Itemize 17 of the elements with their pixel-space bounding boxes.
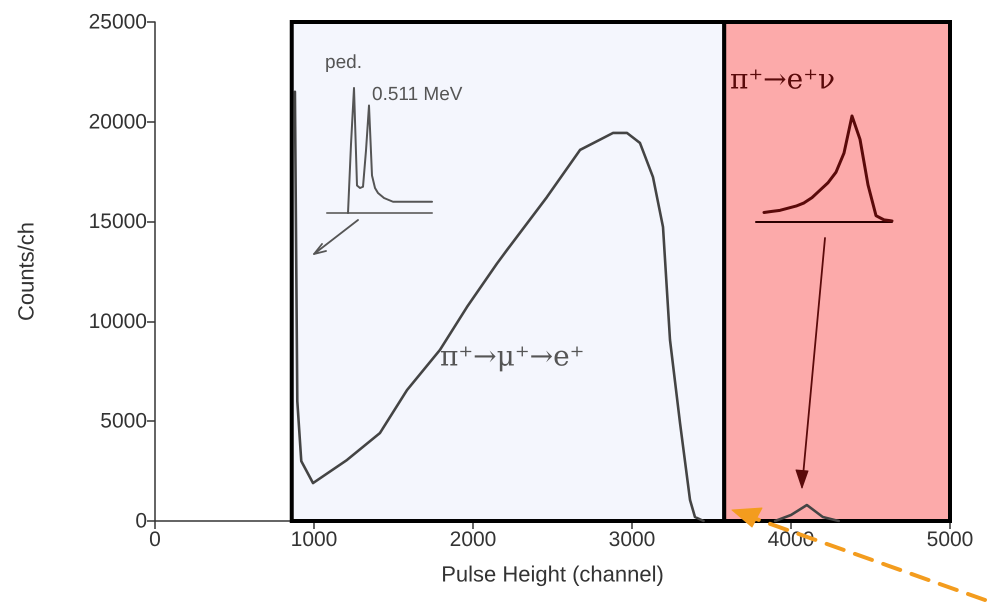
x-tick-label: 5000 [926,528,974,551]
y-tick-label: 5000 [100,410,147,433]
y-tick-label: 25000 [88,10,147,34]
annotation: 0.511 MeV [372,84,463,105]
y-tick-label: 10000 [88,310,147,333]
annotation: ped. [325,52,362,73]
x-tick-label: 1000 [290,528,338,551]
x-tick-label: 0 [149,528,161,551]
x-tick-label: 3000 [608,528,656,551]
annotation: π⁺→μ⁺→e⁺ [440,340,584,372]
y-tick-label: 20000 [88,110,147,134]
x-axis-title: Pulse Height (channel) [441,562,664,586]
annotation: π⁺→e⁺ν [730,62,836,96]
y-tick-label: 0 [135,510,147,532]
x-tick-label: 2000 [450,528,496,551]
y-tick-label: 15000 [88,210,147,234]
y-axis-title: Counts/ch [14,222,38,322]
